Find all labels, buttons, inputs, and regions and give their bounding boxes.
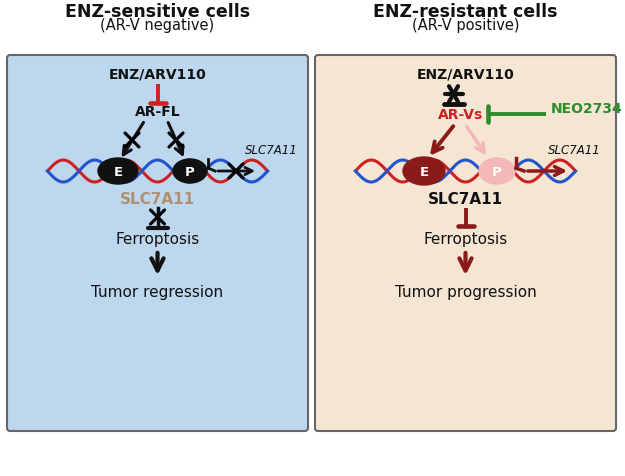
Ellipse shape (173, 159, 207, 184)
Text: SLC7A11: SLC7A11 (120, 191, 195, 206)
Text: NEO2734: NEO2734 (551, 102, 622, 116)
Text: Ferroptosis: Ferroptosis (116, 232, 199, 247)
Text: AR-FL: AR-FL (135, 105, 181, 119)
Text: ENZ-sensitive cells: ENZ-sensitive cells (65, 3, 250, 21)
Text: P: P (492, 165, 502, 178)
Text: SLC7A11: SLC7A11 (548, 144, 601, 157)
FancyBboxPatch shape (315, 56, 616, 431)
Text: Ferroptosis: Ferroptosis (423, 232, 508, 247)
Text: P: P (185, 165, 195, 178)
Text: AR-Vs: AR-Vs (438, 108, 483, 122)
Text: Tumor progression: Tumor progression (394, 284, 536, 299)
Text: ENZ/ARV110: ENZ/ARV110 (417, 68, 514, 82)
Text: (AR-V negative): (AR-V negative) (101, 18, 214, 33)
Text: (AR-V positive): (AR-V positive) (412, 18, 519, 33)
Text: E: E (419, 165, 429, 178)
Ellipse shape (98, 159, 138, 185)
Text: ENZ-resistant cells: ENZ-resistant cells (373, 3, 558, 21)
Text: E: E (114, 165, 122, 178)
Ellipse shape (403, 158, 445, 186)
Text: SLC7A11: SLC7A11 (245, 144, 298, 157)
FancyBboxPatch shape (7, 56, 308, 431)
Text: SLC7A11: SLC7A11 (428, 191, 503, 206)
Text: Tumor regression: Tumor regression (91, 284, 224, 299)
Ellipse shape (479, 159, 515, 185)
Text: ENZ/ARV110: ENZ/ARV110 (109, 68, 206, 82)
